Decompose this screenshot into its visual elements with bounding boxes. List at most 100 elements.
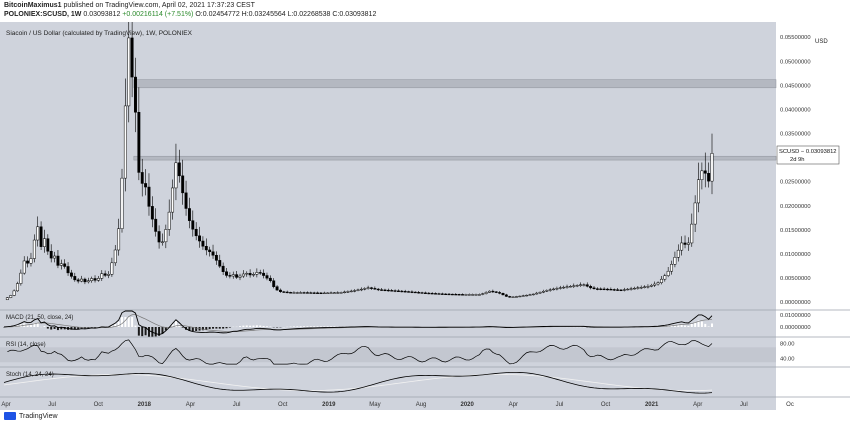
macd-line [3, 310, 713, 336]
candle-body [535, 292, 539, 295]
candle-body [599, 288, 603, 290]
macd-histogram-bar [292, 326, 295, 327]
candle-body [609, 288, 613, 291]
candle-body [19, 272, 23, 284]
candle-body [444, 293, 448, 296]
candle-body [407, 291, 411, 293]
macd-histogram-bar [336, 326, 339, 327]
candle-body [457, 294, 461, 296]
candle-body [558, 287, 562, 289]
macd-histogram-bar [36, 322, 39, 327]
candle-body [700, 170, 704, 180]
candle-body [582, 284, 586, 286]
macd-histogram-bar [680, 324, 683, 327]
candle-body [370, 287, 373, 289]
chart-canvas[interactable]: 0.05500000 0.05000000 0.04500000 0.04000000… [0, 22, 850, 412]
candle-body [275, 286, 279, 291]
macd-histogram-bar [70, 327, 73, 330]
macd-histogram-bar [46, 327, 49, 329]
candle-body [471, 294, 475, 296]
x-tick-label: Jul [556, 402, 564, 408]
macd-histogram-bar [161, 327, 164, 334]
macd-histogram-bar [127, 317, 130, 327]
candle-body [225, 271, 228, 276]
macd-histogram-bar [697, 320, 700, 327]
candle-body [140, 172, 144, 184]
x-tick-label: May [369, 402, 380, 408]
y-tick-label: 0.03500000 [780, 132, 811, 138]
chart-title: Siacoin / US Dollar (calculated by Tradi… [6, 30, 193, 37]
candle-body [373, 288, 377, 290]
x-tick-label: Oct [601, 402, 611, 408]
candle-body [295, 292, 299, 294]
macd-histogram-bar [208, 327, 211, 330]
resistance-zone [133, 79, 777, 89]
candle-body [181, 175, 185, 194]
x-tick-label: Apr [693, 402, 702, 408]
y-tick-label: 0.04000000 [780, 107, 811, 113]
candle-body [123, 105, 127, 179]
price-tag-box [776, 145, 840, 165]
macd-histogram-bar [144, 327, 147, 336]
candle-body [252, 274, 255, 276]
rsi-tick-label: 80.00 [780, 342, 795, 348]
candle-body [697, 179, 700, 204]
candle-body [653, 283, 657, 286]
candle-body [552, 288, 555, 291]
candle-body [390, 290, 394, 292]
candle-body [386, 289, 390, 292]
x-tick-label: Oct [278, 402, 288, 408]
candle-body [707, 173, 711, 182]
brand-name[interactable]: TradingView [19, 412, 58, 420]
candle-body [565, 286, 569, 288]
candle-body [113, 249, 117, 264]
candle-body [670, 263, 673, 272]
macd-histogram-bar [316, 326, 319, 327]
candle-body [508, 296, 512, 298]
candle-body [134, 76, 137, 113]
x-tick-label: 2020 [460, 402, 474, 408]
candle-body [285, 291, 289, 294]
candle-body [427, 292, 431, 295]
candle-body [521, 295, 525, 297]
candle-body [221, 265, 225, 272]
candle-body [268, 277, 272, 282]
macd-histogram-bar [124, 317, 127, 327]
candle-body [420, 292, 424, 294]
tradingview-logo-icon[interactable] [4, 412, 16, 420]
candle-body [579, 284, 582, 286]
candle-body [164, 229, 168, 243]
candle-body [477, 294, 481, 296]
candle-body [504, 294, 508, 297]
chart-header: BitcoinMaximus1 published on TradingView… [0, 0, 850, 22]
candle-body [585, 284, 589, 287]
x-tick-label: 2018 [138, 402, 152, 408]
candle-body [96, 278, 100, 281]
x-tick-label: Aug [416, 402, 427, 408]
macd-histogram-bar [137, 327, 140, 336]
y-tick-label: 0.05000000 [780, 59, 811, 65]
candle-body [231, 274, 235, 277]
candle-body [36, 226, 40, 241]
macd-histogram-bar [704, 323, 707, 327]
candle-body [56, 255, 60, 266]
candle-body [32, 239, 36, 259]
candle-body [63, 263, 67, 267]
author-name[interactable]: BitcoinMaximus1 [4, 2, 62, 9]
x-tick-label: Jul [48, 402, 56, 408]
macd-histogram-bar [252, 325, 255, 327]
candle-body [137, 111, 141, 173]
stoch-title: Stoch (14, 24, 24) [6, 372, 54, 378]
macd-histogram-bar [26, 324, 29, 327]
macd-histogram-bar [228, 327, 231, 328]
candle-body [147, 186, 151, 207]
macd-histogram-bar [673, 324, 676, 327]
macd-histogram-bar [215, 327, 218, 329]
candle-body [103, 273, 107, 276]
macd-histogram-bar [265, 326, 268, 327]
candle-body [686, 242, 690, 245]
candle-body [154, 218, 158, 232]
candle-body [383, 289, 387, 291]
macd-histogram-bar [309, 326, 312, 327]
candle-body [245, 273, 249, 275]
